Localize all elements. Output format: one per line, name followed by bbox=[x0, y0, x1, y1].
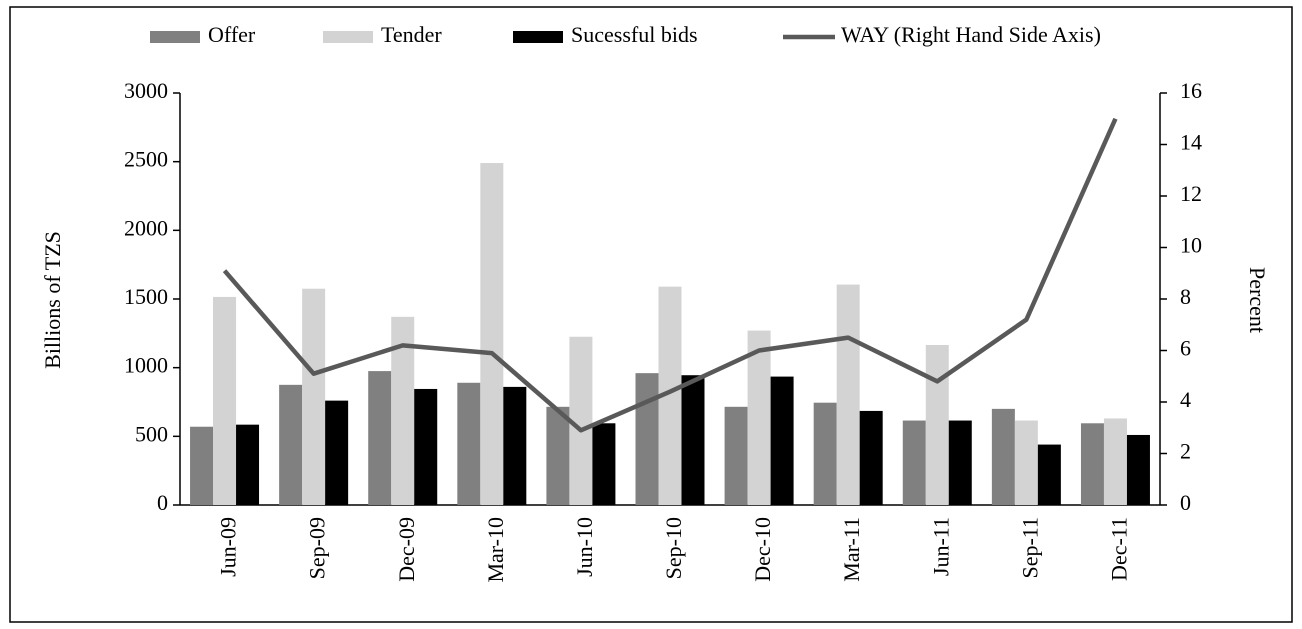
bar bbox=[1103, 418, 1127, 505]
y2-tick-label: 16 bbox=[1180, 78, 1202, 103]
x-tick-label: Dec-09 bbox=[394, 517, 419, 582]
bar bbox=[213, 296, 237, 505]
bar bbox=[1080, 423, 1104, 505]
x-tick-label: Dec-11 bbox=[1107, 517, 1132, 581]
bar bbox=[279, 384, 303, 505]
y2-tick-label: 6 bbox=[1180, 336, 1191, 361]
x-tick-label: Sep-11 bbox=[1017, 517, 1042, 579]
bar bbox=[592, 423, 616, 505]
bar bbox=[569, 336, 593, 505]
legend-label: Offer bbox=[208, 22, 256, 47]
y-axis-label: Billions of TZS bbox=[40, 231, 65, 369]
legend-swatch bbox=[150, 31, 200, 43]
x-tick-label: Sep-09 bbox=[305, 517, 330, 579]
y-tick-label: 2000 bbox=[124, 215, 168, 240]
x-tick-label: Sep-10 bbox=[661, 517, 686, 579]
bar bbox=[658, 286, 682, 505]
legend-label: WAY (Right Hand Side Axis) bbox=[841, 22, 1101, 47]
legend-swatch bbox=[513, 31, 563, 43]
y-tick-label: 3000 bbox=[124, 78, 168, 103]
y-tick-label: 500 bbox=[135, 421, 168, 446]
line bbox=[222, 117, 1118, 433]
y2-tick-label: 4 bbox=[1180, 387, 1191, 412]
y-tick-label: 1000 bbox=[124, 353, 168, 378]
bar bbox=[302, 288, 326, 505]
y2-tick-label: 2 bbox=[1180, 439, 1191, 464]
x-tick-label: Mar-11 bbox=[839, 517, 864, 582]
bar bbox=[546, 406, 570, 505]
x-tick-label: Jun-10 bbox=[572, 517, 597, 577]
bar bbox=[902, 420, 926, 505]
bar bbox=[635, 373, 659, 505]
bar bbox=[925, 345, 949, 505]
bar bbox=[681, 375, 705, 505]
bar bbox=[836, 284, 860, 505]
y2-tick-label: 14 bbox=[1180, 130, 1202, 155]
legend-label: Tender bbox=[381, 22, 442, 47]
bar bbox=[236, 424, 260, 505]
bar bbox=[368, 371, 392, 505]
x-tick-label: Jun-09 bbox=[216, 517, 241, 577]
y2-tick-label: 8 bbox=[1180, 284, 1191, 309]
bar bbox=[457, 382, 481, 505]
x-tick-label: Dec-10 bbox=[750, 517, 775, 582]
y2-axis-label: Percent bbox=[1245, 267, 1270, 333]
bar bbox=[948, 420, 972, 505]
bar bbox=[414, 388, 438, 505]
bar bbox=[391, 316, 415, 505]
bar bbox=[991, 408, 1015, 505]
bar bbox=[325, 400, 349, 505]
bar bbox=[480, 163, 504, 506]
bar bbox=[1037, 444, 1061, 505]
y2-tick-label: 0 bbox=[1180, 490, 1191, 515]
y-tick-label: 2500 bbox=[124, 147, 168, 172]
bar bbox=[859, 410, 883, 505]
bar bbox=[1014, 420, 1038, 505]
bar bbox=[190, 426, 214, 505]
x-tick-label: Jun-11 bbox=[928, 517, 953, 576]
bar bbox=[503, 386, 527, 505]
bar bbox=[724, 406, 748, 505]
bar bbox=[813, 402, 837, 505]
bar bbox=[1126, 434, 1150, 505]
bar bbox=[770, 376, 794, 505]
x-tick-label: Mar-10 bbox=[483, 517, 508, 583]
bar bbox=[747, 330, 771, 505]
y-tick-label: 1500 bbox=[124, 284, 168, 309]
y2-tick-label: 10 bbox=[1180, 233, 1202, 258]
y2-tick-label: 12 bbox=[1180, 181, 1202, 206]
frame bbox=[9, 6, 1293, 623]
legend-swatch bbox=[323, 31, 373, 43]
y-tick-label: 0 bbox=[157, 490, 168, 515]
legend-label: Sucessful bids bbox=[571, 22, 698, 47]
